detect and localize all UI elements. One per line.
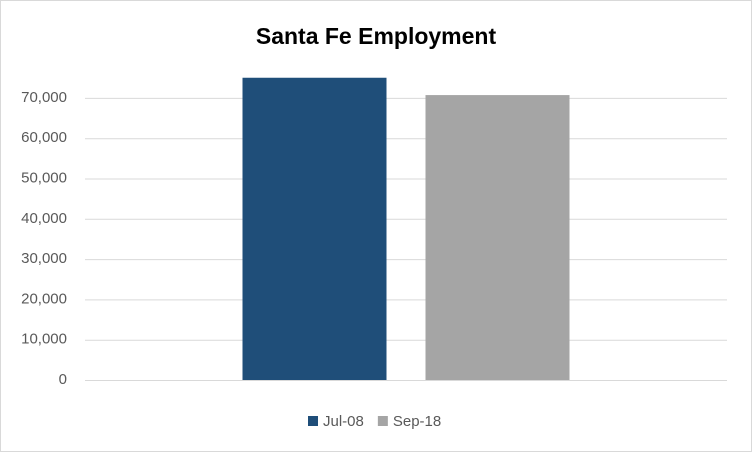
- legend-swatch: [308, 416, 318, 426]
- chart-title: Santa Fe Employment: [256, 23, 497, 49]
- y-tick-label: 0: [59, 371, 67, 388]
- y-tick-label: 50,000: [21, 169, 67, 186]
- bar: [425, 95, 570, 380]
- y-tick-label: 40,000: [21, 210, 67, 227]
- y-tick-label: 60,000: [21, 129, 67, 146]
- legend-label: Sep-18: [393, 413, 441, 430]
- y-tick-label: 20,000: [21, 290, 67, 307]
- bar: [242, 77, 387, 380]
- legend-swatch: [377, 416, 388, 426]
- y-tick-label: 10,000: [21, 331, 67, 348]
- legend-label: Jul-08: [323, 413, 364, 430]
- y-tick-label: 30,000: [21, 250, 67, 267]
- y-tick-label: 70,000: [21, 89, 67, 106]
